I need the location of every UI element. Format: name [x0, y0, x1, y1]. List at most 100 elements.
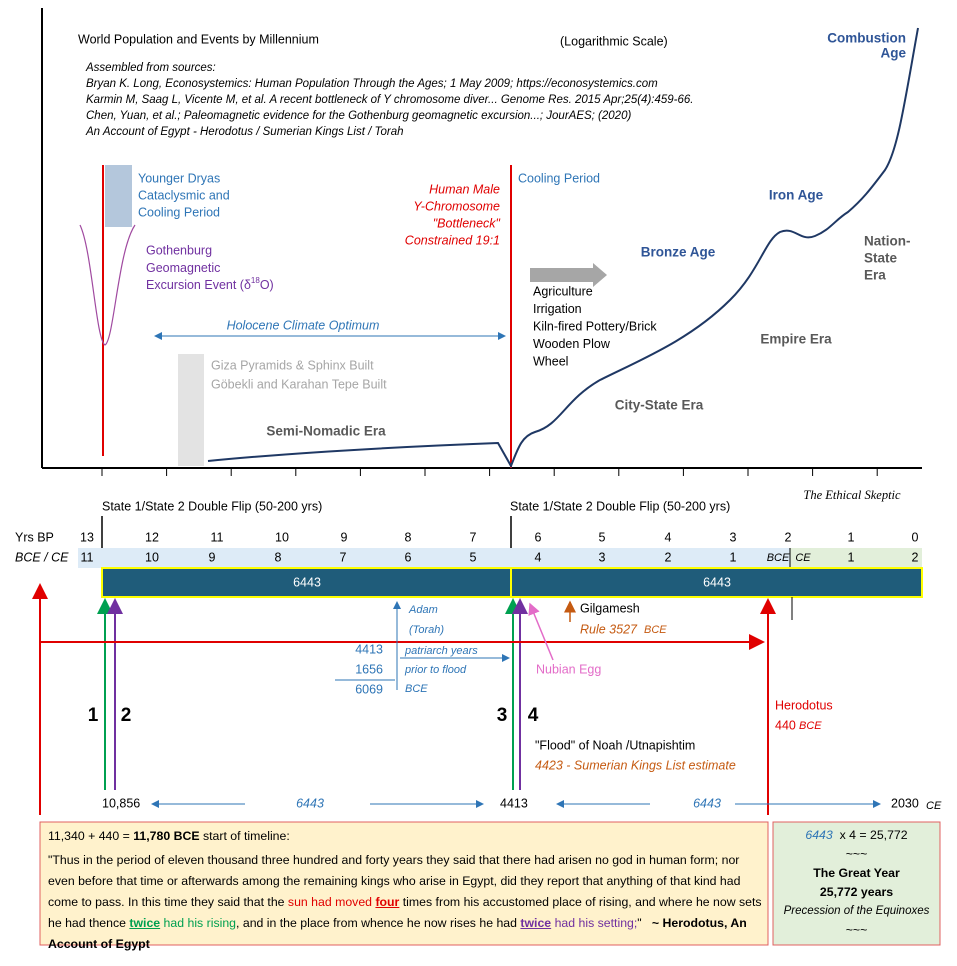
- label: 10,856: [102, 796, 140, 810]
- base: 6443: [805, 828, 833, 842]
- label: 3: [730, 530, 737, 544]
- result: 11,780 BCE: [133, 829, 200, 843]
- label: The Ethical Skeptic: [803, 488, 901, 502]
- label: 6443: [693, 796, 721, 810]
- quote-text: times from his accustomed place of risin…: [48, 895, 762, 930]
- label: 3: [599, 550, 606, 564]
- label: 10: [275, 530, 289, 544]
- great-year-box: 6443 x 4 = 25,772 ~~~ The Great Year 25,…: [773, 826, 940, 940]
- younger-dryas-band: [105, 165, 132, 227]
- label: "Bottleneck": [433, 216, 501, 230]
- label: Giza Pyramids & Sphinx Built: [211, 358, 374, 372]
- label: 5: [470, 550, 477, 564]
- label: Gothenburg: [146, 243, 212, 257]
- quote-text: , and in the place from whence he now ri…: [236, 916, 521, 930]
- great-year-years: 25,772 years: [819, 885, 894, 899]
- attribution: ~ Herodotus, An Account of Egypt: [48, 916, 747, 951]
- great-year-bg: [772, 821, 941, 946]
- label: 2: [665, 550, 672, 564]
- label: 4413: [355, 642, 383, 656]
- label: 12: [145, 530, 159, 544]
- label: State 1/State 2 Double Flip (50-200 yrs): [102, 499, 322, 513]
- quote-box: 11,340 + 440 = 11,780 BCE start of timel…: [48, 826, 764, 955]
- label: 2: [912, 550, 919, 564]
- label: Y-Chromosome: [413, 199, 500, 213]
- great-year-title: The Great Year: [813, 866, 900, 880]
- event-lines: [32, 583, 776, 815]
- quote-text: ": [637, 916, 642, 930]
- label: Nation-: [864, 234, 911, 249]
- label: Empire Era: [760, 332, 832, 347]
- quote-emphasis: twice: [129, 916, 161, 930]
- label: BCE: [405, 683, 428, 695]
- text: start of timeline:: [199, 829, 290, 843]
- label: Rule 3527: [580, 622, 638, 636]
- label: 0: [912, 530, 919, 544]
- label: State: [864, 251, 898, 266]
- product-line: 6443 x 4 = 25,772: [773, 826, 940, 845]
- label: World Population and Events by Millenniu…: [78, 32, 319, 46]
- label: Human Male: [429, 182, 500, 196]
- quote: "Thus in the period of eleven thousand t…: [48, 850, 764, 955]
- quote-text: had his rising: [160, 916, 237, 930]
- label: 11: [81, 550, 94, 564]
- label: 2: [785, 530, 792, 544]
- superscript: 18: [251, 276, 260, 285]
- label: Cooling Period: [518, 171, 600, 185]
- quote-text: "Thus in the period of eleven thousand t…: [48, 853, 741, 909]
- label: Chen, Yuan, et al.; Paleomagnetic eviden…: [86, 110, 631, 122]
- label: 1: [88, 705, 99, 726]
- separator: ~~~: [845, 847, 868, 861]
- label: 1656: [355, 662, 383, 676]
- label: prior to flood: [404, 664, 467, 676]
- label: Era: [864, 268, 886, 283]
- label: 440: [775, 718, 796, 732]
- text-part: O): [260, 278, 274, 292]
- label: 6: [535, 530, 542, 544]
- quote-text: sun had moved: [287, 895, 376, 909]
- label: Cataclysmic and: [138, 188, 230, 202]
- label: 6: [405, 550, 412, 564]
- label: 4: [528, 705, 539, 726]
- quote-emphasis: twice: [520, 916, 552, 930]
- label: 2030: [891, 796, 919, 810]
- label: 1: [848, 550, 855, 564]
- gray-arrow: [530, 263, 607, 287]
- label: Adam: [408, 604, 438, 616]
- label: 10: [145, 550, 159, 564]
- label: Cooling Period: [138, 205, 220, 219]
- bce-band: [78, 548, 790, 568]
- quote-box-bg: [39, 821, 769, 946]
- label: Gilgamesh: [580, 601, 640, 615]
- label: 2: [121, 705, 132, 726]
- label: 4423 - Sumerian Kings List estimate: [535, 758, 736, 772]
- label: Göbekli and Karahan Tepe Built: [211, 377, 387, 391]
- giza-band: [178, 354, 204, 466]
- ce-band: [790, 548, 922, 568]
- label: Combustion: [827, 31, 906, 46]
- label: Younger Dryas: [138, 171, 220, 185]
- label: 1: [730, 550, 737, 564]
- label: 6069: [355, 682, 383, 696]
- label: BCE: [799, 720, 822, 732]
- label: 9: [341, 530, 348, 544]
- equation-line: 11,340 + 440 = 11,780 BCE start of timel…: [48, 826, 764, 847]
- text-part: Excursion Event (δ: [146, 278, 251, 292]
- label: Wheel: [533, 354, 568, 368]
- label: 4: [665, 530, 672, 544]
- annotation: Excursion Event (δ18O): [146, 276, 274, 292]
- label: 9: [209, 550, 216, 564]
- quote-text: had his setting;: [551, 916, 638, 930]
- equation: 11,340 + 440 =: [48, 829, 134, 843]
- product: x 4 = 25,772: [839, 828, 908, 842]
- population-curve: [207, 27, 919, 469]
- label: Semi-Nomadic Era: [266, 424, 386, 439]
- label: 6443: [296, 796, 324, 810]
- label: 8: [275, 550, 282, 564]
- label: Holocene Climate Optimum: [227, 318, 380, 332]
- label: Karmin M, Saag L, Vicente M, et al. A re…: [86, 94, 693, 106]
- label: 4413: [500, 796, 528, 810]
- label: City-State Era: [615, 398, 704, 413]
- label: CE: [795, 552, 811, 564]
- label: State 1/State 2 Double Flip (50-200 yrs): [510, 499, 730, 513]
